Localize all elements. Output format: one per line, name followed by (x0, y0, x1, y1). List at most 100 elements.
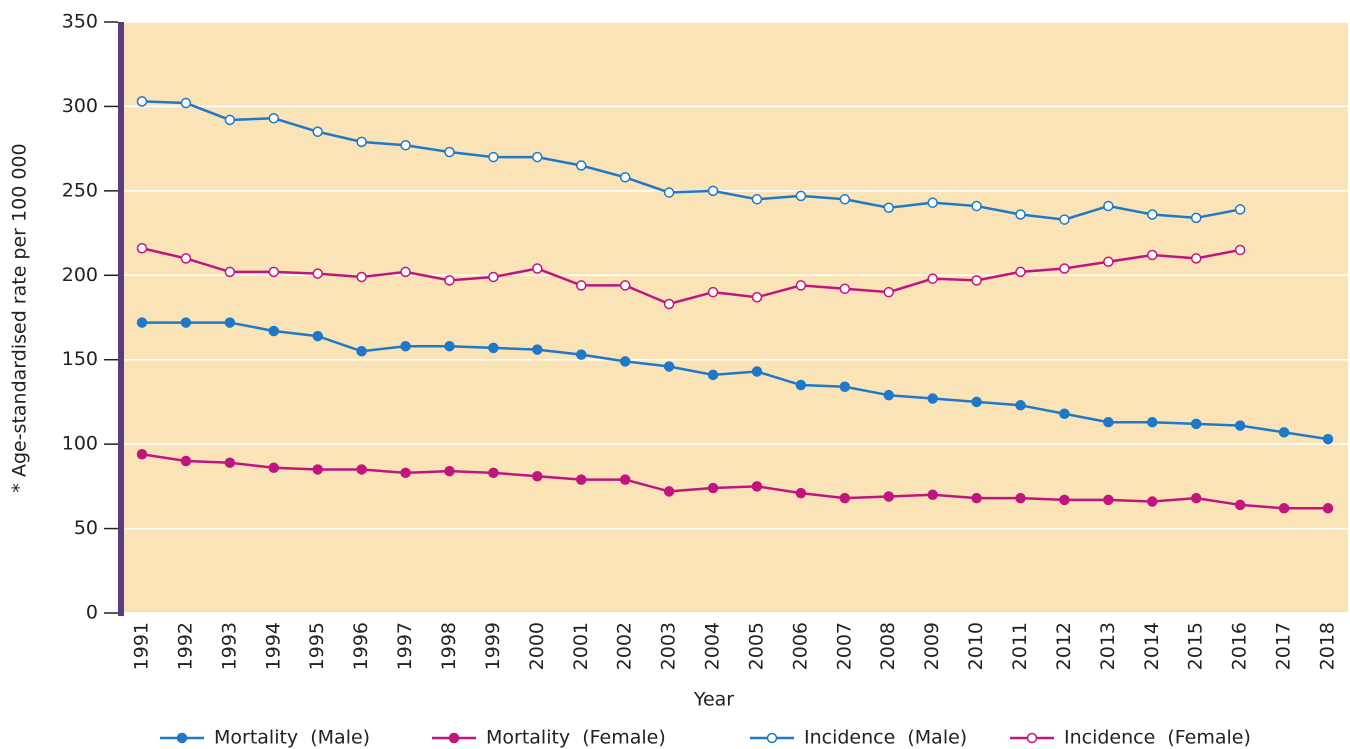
data-point (883, 202, 894, 213)
x-tick-label: 2011 (1009, 622, 1031, 670)
x-tick-label: 1996 (350, 622, 372, 670)
data-point (971, 200, 982, 212)
data-point (1190, 492, 1202, 504)
data-point (1059, 408, 1070, 419)
data-point (971, 396, 982, 408)
data-point (1147, 249, 1158, 261)
legend-marker (1026, 732, 1038, 744)
data-point (356, 271, 367, 283)
y-tick-label: 300 (62, 95, 98, 117)
x-tick-label: 2018 (1317, 622, 1339, 670)
x-tick-label: 2003 (658, 622, 680, 670)
x-tick-label: 2015 (1185, 622, 1207, 670)
data-point (532, 344, 543, 355)
legend-item: Incidence (Female) (1010, 727, 1251, 749)
data-point (663, 361, 675, 372)
x-tick-label: 2004 (702, 622, 724, 670)
data-point (619, 356, 631, 367)
data-point (488, 271, 499, 283)
x-tick-label: 1997 (394, 622, 416, 670)
x-tick-label: 2014 (1141, 622, 1163, 670)
data-point (707, 286, 719, 298)
data-point (1322, 503, 1334, 514)
data-point (576, 474, 587, 485)
data-point (312, 268, 323, 279)
data-point (751, 194, 763, 205)
data-point (707, 369, 719, 381)
data-point (532, 263, 543, 274)
data-point (488, 151, 499, 163)
legend-label: Mortality (Male) (214, 727, 370, 749)
x-tick-label: 2005 (745, 622, 767, 670)
data-point (927, 197, 938, 208)
data-point (400, 467, 411, 479)
x-tick-label: 2002 (614, 622, 636, 670)
data-point (1059, 214, 1070, 225)
data-point (224, 266, 236, 278)
data-point (883, 491, 894, 502)
legend-item: Mortality (Female) (432, 727, 666, 749)
data-point (1015, 266, 1026, 278)
data-point (136, 449, 148, 460)
legend-item: Incidence (Male) (750, 727, 967, 749)
data-point (444, 340, 455, 352)
x-tick-label: 2013 (1097, 622, 1119, 670)
data-point (927, 273, 938, 284)
data-point (180, 455, 192, 467)
legend-item: Mortality (Male) (160, 727, 370, 749)
data-point (1234, 499, 1246, 511)
x-tick-label: 1999 (482, 622, 504, 670)
x-tick-label: 2006 (789, 622, 811, 670)
data-point (180, 253, 192, 264)
data-point (400, 140, 411, 151)
data-point (1015, 492, 1026, 504)
data-point (1322, 433, 1334, 445)
data-point (312, 126, 323, 138)
plot-area (122, 22, 1348, 613)
data-point (751, 291, 763, 303)
data-point (1190, 212, 1202, 224)
data-point (268, 462, 280, 474)
data-point (1103, 494, 1114, 506)
data-point (751, 481, 763, 492)
y-tick-label: 150 (62, 348, 98, 370)
y-tick-label: 200 (62, 264, 98, 286)
data-point (707, 185, 719, 197)
data-point (444, 465, 455, 477)
data-point (751, 366, 763, 377)
data-point (488, 342, 499, 354)
data-point (619, 280, 631, 291)
x-tick-label: 2001 (570, 622, 592, 670)
data-point (1103, 256, 1114, 268)
data-point (312, 464, 323, 475)
data-point (927, 393, 938, 404)
data-point (488, 467, 499, 479)
data-point (356, 136, 367, 148)
data-point (1015, 400, 1026, 411)
x-tick-label: 1995 (306, 622, 328, 670)
data-point (400, 266, 411, 278)
data-point (356, 464, 367, 475)
data-point (1278, 427, 1290, 438)
data-point (1103, 416, 1114, 428)
data-point (883, 286, 894, 298)
x-tick-label: 2000 (526, 622, 548, 670)
data-point (576, 349, 587, 360)
x-tick-label: 1992 (174, 622, 196, 670)
data-point (224, 457, 236, 468)
data-point (1278, 503, 1290, 514)
x-tick-label: 2016 (1229, 622, 1251, 670)
y-tick-label: 0 (86, 602, 98, 624)
series-line (141, 453, 1328, 510)
data-point (576, 280, 587, 291)
data-point (180, 317, 192, 328)
data-point (663, 187, 675, 198)
data-point (136, 96, 148, 107)
series-line (141, 247, 1241, 306)
data-point (839, 283, 851, 295)
data-point (795, 190, 807, 202)
series-line (142, 321, 1329, 441)
y-tick-label: 100 (62, 433, 98, 455)
data-point (971, 492, 982, 504)
x-tick-label: 2010 (965, 622, 987, 670)
